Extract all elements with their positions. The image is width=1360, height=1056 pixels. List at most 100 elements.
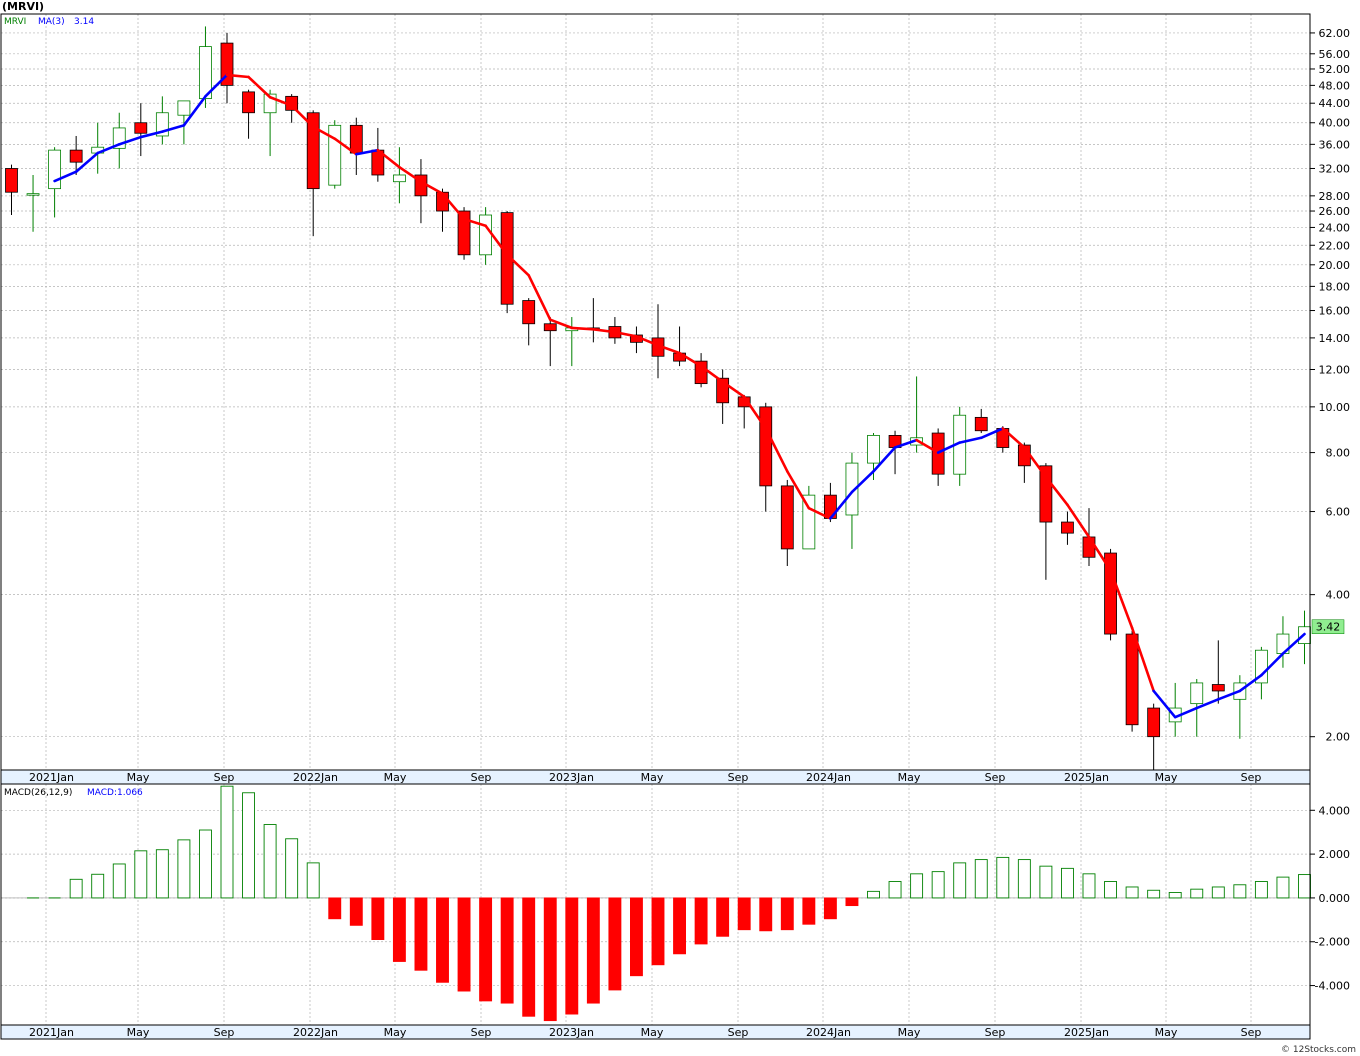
price-date-label-13: May: [1155, 771, 1178, 784]
macd-label: MACD(26,12,9): [4, 788, 72, 798]
ma-segment-27: [570, 326, 595, 331]
macd-bar-45: [996, 856, 1010, 899]
ma-segment-49: [1044, 475, 1069, 507]
candle-body-40: [867, 434, 880, 464]
panel-frames: [0, 13, 1311, 1040]
ma-segment-15: [311, 125, 337, 141]
ma-segment-52: [1109, 569, 1134, 630]
candle-6: [134, 103, 148, 157]
macd-bar-41: [910, 873, 924, 899]
price-tick-label-4: 10.00: [1319, 401, 1351, 414]
macd-bar-3: [91, 873, 105, 899]
macd-bar-22: [500, 897, 514, 1004]
macd-date-label-9: 2024Jan: [806, 1026, 851, 1039]
macd-bar-49: [1082, 873, 1096, 899]
price-tick-label-15: 36.00: [1319, 138, 1351, 151]
candle-body-49: [1061, 521, 1074, 534]
candle-body-35: [759, 406, 773, 487]
candle-41: [888, 430, 902, 475]
macd-axis-ticks: -4.000 -2.000 0.000 2.000 4.000: [1310, 804, 1351, 993]
ma-segment-43: [915, 438, 940, 454]
candle-body-24: [522, 300, 536, 325]
candle-body-0: [5, 168, 18, 193]
ma-segment-54: [1152, 689, 1177, 719]
ma-segment-6: [117, 135, 143, 146]
ma-segment-23: [484, 224, 509, 257]
ma-segment-48: [1023, 446, 1048, 479]
candle-39: [845, 452, 859, 549]
candle-16: [349, 117, 363, 175]
price-tick-label-7: 16.00: [1319, 305, 1351, 318]
candle-body-58: [1255, 649, 1268, 684]
ma-segment-9: [182, 95, 207, 127]
ma-segment-58: [1238, 673, 1263, 693]
macd-bar-36: [802, 897, 816, 925]
ma-segment-60: [1281, 632, 1306, 655]
ma-segment-26: [548, 318, 574, 330]
candle-24: [522, 298, 536, 346]
candle-body-6: [134, 122, 148, 134]
macd-bar-31: [694, 897, 708, 945]
macd-bar-18: [414, 897, 428, 971]
macd-bar-24: [543, 897, 557, 1022]
candle-15: [328, 120, 342, 189]
ma-segment-20: [419, 180, 444, 195]
price-date-label-7: May: [641, 771, 664, 784]
macd-bar-37: [823, 897, 837, 920]
candle-body-23: [500, 212, 514, 305]
ma-segment-29: [613, 330, 638, 338]
candle-body-2: [48, 149, 61, 190]
ma-segment-5: [96, 143, 121, 155]
price-tick-label-11: 24.00: [1319, 221, 1351, 234]
macd-bar-53: [1168, 892, 1182, 899]
macd-bar-12: [285, 838, 299, 899]
macd-date-label-2: Sep: [214, 1026, 235, 1039]
candle-body-21: [457, 210, 471, 256]
ma-segment-36: [764, 427, 789, 473]
price-date-label-14: Sep: [1241, 771, 1262, 784]
candle-body-50: [1082, 536, 1096, 558]
candle-49: [1061, 511, 1074, 545]
ma-segment-37: [785, 470, 811, 510]
price-tick-label-2: 6.00: [1326, 506, 1351, 519]
candle-body-53: [1147, 707, 1161, 738]
ma-segment-25: [527, 274, 552, 322]
ma-segment-44: [936, 441, 962, 454]
candle-52: [1125, 630, 1139, 732]
candle-53: [1147, 703, 1161, 770]
macd-bar-57: [1254, 881, 1268, 899]
macd-date-label-1: May: [127, 1026, 150, 1039]
macd-bar-39: [867, 890, 880, 899]
macd-bar-7: [177, 839, 191, 899]
price-tick-label-21: 62.00: [1319, 27, 1351, 40]
candle-body-15: [328, 124, 342, 186]
macd-bar-11: [263, 824, 277, 899]
candle-0: [5, 164, 18, 216]
macd-bar-6: [155, 849, 169, 899]
macd-date-band: [1, 1025, 1310, 1039]
macd-bar-19: [436, 897, 449, 983]
ma-segment-33: [699, 364, 724, 384]
macd-date-label-10: May: [898, 1026, 921, 1039]
moving-average-line: [53, 73, 1306, 719]
ma-segment-21: [441, 192, 466, 221]
macd-bar-38: [845, 897, 859, 907]
price-symbol-label: MRVI: [4, 17, 26, 27]
macd-date-label-4: May: [384, 1026, 407, 1039]
candle-56: [1211, 640, 1225, 704]
candle-body-52: [1125, 633, 1139, 726]
candle-46: [996, 426, 1010, 453]
macd-value: MACD:1.066: [87, 788, 143, 798]
candle-body-22: [479, 214, 493, 256]
price-tick-label-5: 12.00: [1319, 363, 1351, 376]
candle-59: [1276, 616, 1290, 668]
macd-bar-58: [1276, 876, 1290, 899]
price-date-label-6: 2023Jan: [549, 771, 594, 784]
macd-tick-label-4: 4.000: [1319, 804, 1351, 817]
macd-bar-33: [737, 897, 751, 931]
candle-25: [543, 317, 557, 367]
macd-bar-56: [1233, 884, 1247, 899]
date-axis-bands: [1, 770, 1310, 1039]
ma-segment-47: [1001, 427, 1026, 449]
